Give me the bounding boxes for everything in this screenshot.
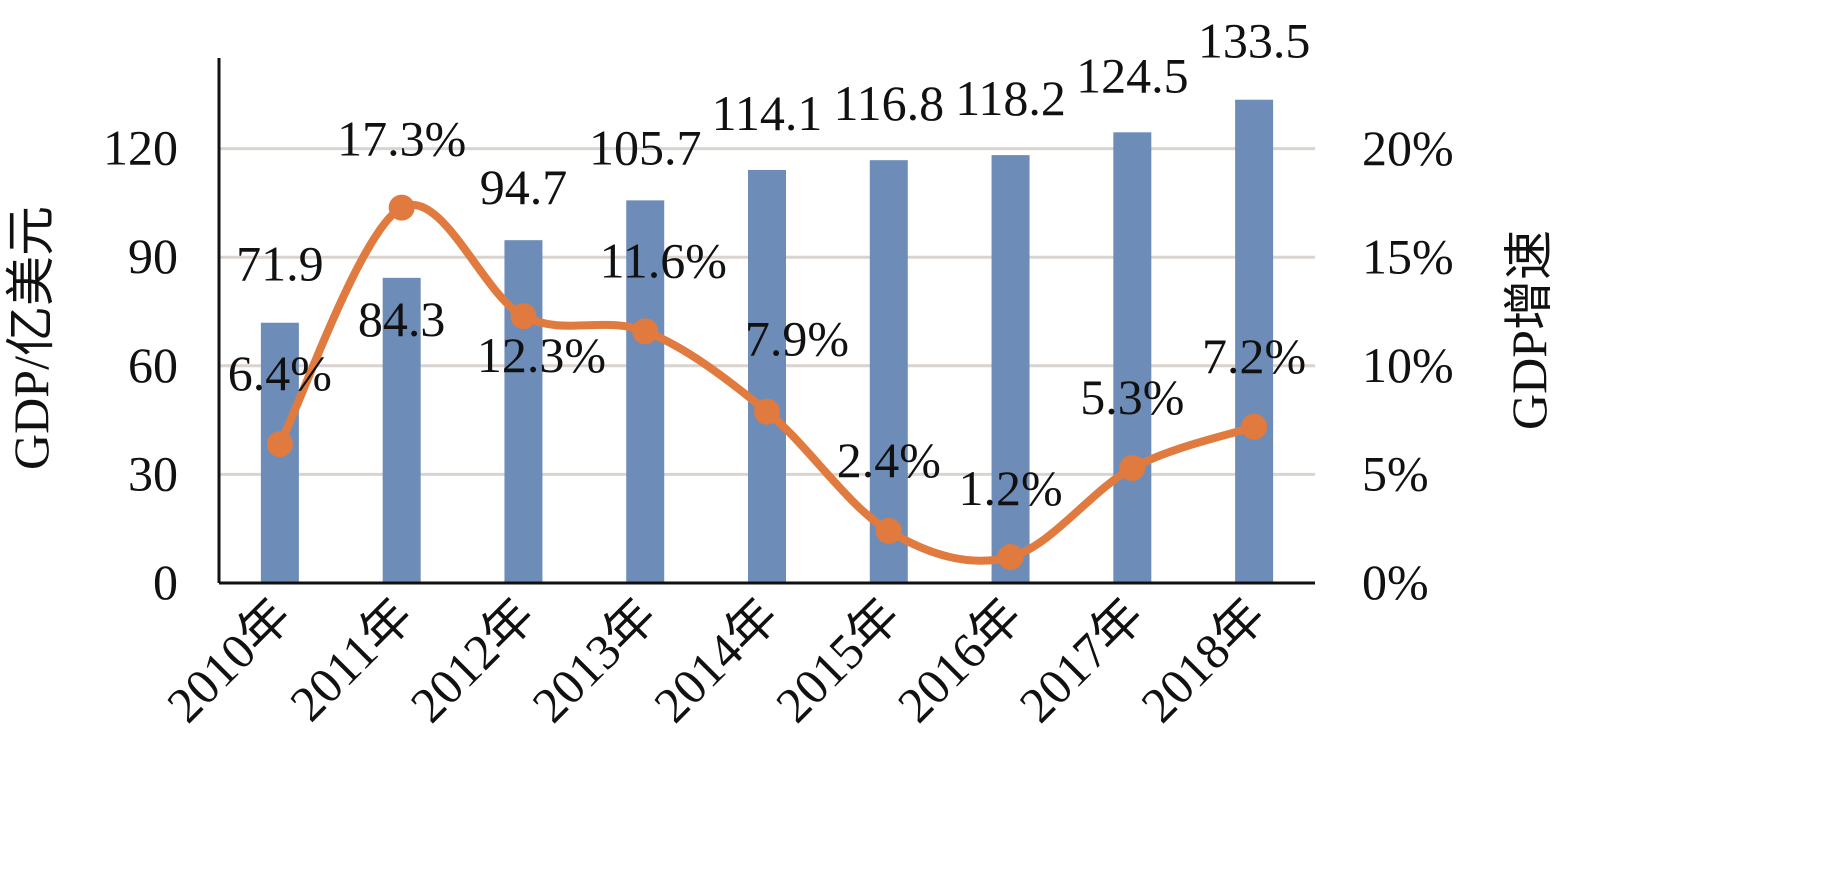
bar-value-label: 84.3 xyxy=(358,291,446,347)
y2-tick-label: 15% xyxy=(1362,229,1454,285)
bar-value-label: 116.8 xyxy=(833,75,944,131)
bar xyxy=(1113,132,1152,583)
y-tick-label: 60 xyxy=(128,337,178,393)
bar xyxy=(1235,99,1274,583)
growth-point xyxy=(1119,454,1146,481)
bar-value-label: 114.1 xyxy=(712,85,823,141)
x-tick-label: 2018年 xyxy=(1130,587,1276,733)
bar xyxy=(869,160,908,583)
x-tick-label: 2012年 xyxy=(400,587,546,733)
growth-value-label: 6.4% xyxy=(228,345,332,401)
y2-axis-title: GDP增速 xyxy=(1501,230,1557,430)
x-tick-label: 2014年 xyxy=(643,587,789,733)
growth-value-label: 12.3% xyxy=(477,327,606,383)
growth-value-label: 17.3% xyxy=(337,111,466,167)
growth-value-label: 1.2% xyxy=(958,460,1062,516)
line-series xyxy=(266,194,1268,570)
y2-tick-label: 20% xyxy=(1362,120,1454,176)
bar xyxy=(748,169,786,583)
y-tick-label: 90 xyxy=(128,228,178,284)
bar-value-label: 118.2 xyxy=(955,70,1066,126)
bar xyxy=(991,155,1030,583)
y-tick-label: 120 xyxy=(103,120,178,176)
bar-value-label: 71.9 xyxy=(236,236,324,292)
bar-series xyxy=(260,99,1274,583)
bar xyxy=(504,240,543,583)
growth-point xyxy=(510,303,537,330)
bar-value-label: 124.5 xyxy=(1076,47,1189,103)
x-tick-label: 2015年 xyxy=(765,587,911,733)
growth-value-label: 7.9% xyxy=(745,311,849,367)
y-axis-title: GDP/亿美元 xyxy=(3,206,59,470)
growth-point xyxy=(997,543,1024,570)
growth-point xyxy=(754,398,780,425)
x-tick-label: 2016年 xyxy=(887,587,1033,733)
growth-point xyxy=(632,318,659,345)
bar-value-label: 105.7 xyxy=(589,119,702,175)
growth-point xyxy=(1241,413,1268,440)
growth-value-label: 2.4% xyxy=(837,432,941,488)
y2-tick-label: 0% xyxy=(1362,554,1429,610)
growth-value-label: 5.3% xyxy=(1080,369,1184,425)
x-tick-label: 2017年 xyxy=(1008,587,1154,733)
growth-point xyxy=(388,194,415,221)
bar-value-label: 94.7 xyxy=(480,159,568,215)
growth-value-label: 11.6% xyxy=(600,232,727,288)
bar-value-label: 133.5 xyxy=(1198,13,1311,69)
growth-point xyxy=(266,431,293,458)
bar xyxy=(382,277,421,583)
bar xyxy=(626,200,665,583)
y2-tick-label: 10% xyxy=(1362,337,1454,393)
y2-tick-label: 5% xyxy=(1362,446,1429,502)
axes xyxy=(217,58,1315,585)
x-tick-label: 2013年 xyxy=(521,587,667,733)
y-tick-label: 0 xyxy=(153,554,178,610)
growth-point xyxy=(875,517,902,544)
y-tick-label: 30 xyxy=(128,445,178,501)
x-tick-label: 2011年 xyxy=(279,587,423,731)
growth-value-label: 7.2% xyxy=(1202,328,1306,384)
